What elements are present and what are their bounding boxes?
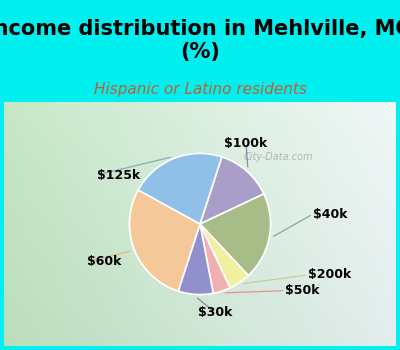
Wedge shape [138,153,222,224]
Wedge shape [130,190,200,291]
Text: $40k: $40k [313,208,347,221]
Wedge shape [178,224,213,295]
Text: Hispanic or Latino residents: Hispanic or Latino residents [94,82,306,97]
Wedge shape [200,157,264,224]
Text: $100k: $100k [224,137,268,150]
Text: Income distribution in Mehlville, MO
(%): Income distribution in Mehlville, MO (%) [0,19,400,62]
Wedge shape [200,194,270,275]
Text: $30k: $30k [198,306,232,319]
Text: $60k: $60k [87,255,122,268]
Wedge shape [200,224,230,293]
Text: $125k: $125k [97,168,140,182]
Wedge shape [200,224,248,288]
Text: $50k: $50k [285,284,320,297]
Text: City-Data.com: City-Data.com [244,152,313,162]
Text: $200k: $200k [308,268,351,281]
